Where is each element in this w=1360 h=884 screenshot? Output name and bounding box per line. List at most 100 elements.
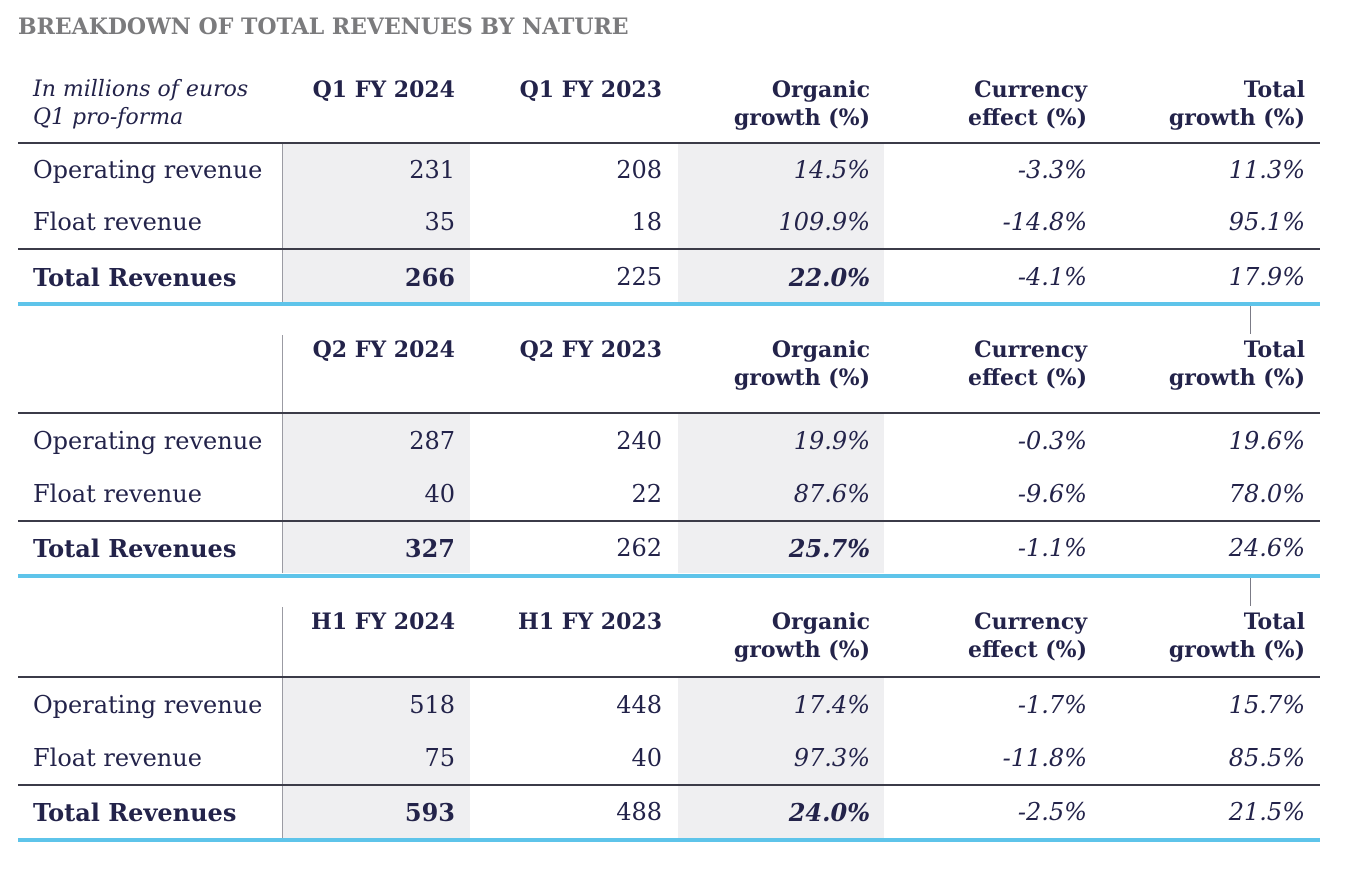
total-header-line2: growth (%) (1168, 637, 1305, 663)
organic-column-shading (678, 677, 884, 839)
column-divider (282, 413, 283, 573)
cell-prior: 22 (631, 480, 662, 508)
section-end-rule (18, 302, 1320, 306)
section-end-rule (18, 574, 1320, 578)
cell-total: 95.1% (1228, 208, 1305, 236)
cell-total: 78.0% (1228, 480, 1305, 508)
cell-prior: 240 (616, 427, 662, 455)
cell-prior: 40 (631, 744, 662, 772)
cell-current: 40 (424, 480, 455, 508)
cell-organic: 24.0% (788, 798, 870, 827)
col-header-organic: Organic growth (%) (734, 608, 870, 664)
cell-organic: 25.7% (788, 534, 870, 563)
cell-organic: 109.9% (778, 208, 870, 236)
organic-header-line2: growth (%) (733, 105, 870, 131)
cell-prior: 18 (631, 208, 662, 236)
organic-header-line1: Organic (771, 609, 870, 635)
row-label-float: Float revenue (33, 208, 202, 236)
cell-current: 327 (404, 534, 455, 563)
organic-header-line1: Organic (771, 77, 870, 103)
currency-header-line2: effect (%) (968, 105, 1087, 131)
cell-organic: 14.5% (793, 156, 870, 184)
cell-total: 85.5% (1228, 744, 1305, 772)
col-header-total: Total growth (%) (1169, 608, 1305, 664)
total-header-line1: Total (1243, 77, 1305, 103)
cell-current: 35 (424, 208, 455, 236)
h1-revenue-table: H1 FY 2024 H1 FY 2023 Organic growth (%)… (18, 607, 1320, 847)
cell-total: 15.7% (1228, 691, 1305, 719)
cell-current: 266 (404, 263, 455, 292)
col-header-total: Total growth (%) (1169, 336, 1305, 392)
column-divider (282, 607, 283, 677)
cell-total: 11.3% (1228, 156, 1305, 184)
currency-header-line2: effect (%) (968, 365, 1087, 391)
cell-currency: -1.1% (1017, 534, 1087, 562)
cell-current: 75 (424, 744, 455, 772)
cell-currency: -3.3% (1017, 156, 1087, 184)
cell-currency: -14.8% (1002, 208, 1087, 236)
total-header-line2: growth (%) (1168, 105, 1305, 131)
col-header-prior: H1 FY 2023 (518, 609, 662, 635)
page-title: BREAKDOWN OF TOTAL REVENUES BY NATURE (18, 14, 629, 40)
cell-total: 17.9% (1228, 263, 1305, 291)
col-header-currency: Currency effect (%) (968, 336, 1087, 392)
currency-header-line2: effect (%) (968, 637, 1087, 663)
column-divider (282, 335, 283, 413)
cell-organic: 17.4% (793, 691, 870, 719)
cell-current: 287 (409, 427, 455, 455)
header-rule (18, 412, 1320, 414)
cell-prior: 208 (616, 156, 662, 184)
subtotal-rule (18, 248, 1320, 250)
header-rule (18, 676, 1320, 678)
cell-currency: -4.1% (1017, 263, 1087, 291)
current-column-shading (282, 677, 470, 839)
subtotal-rule (18, 520, 1320, 522)
currency-header-line1: Currency (974, 337, 1087, 363)
row-label-total: Total Revenues (33, 798, 237, 827)
organic-column-shading (678, 144, 884, 304)
organic-column-shading (678, 413, 884, 573)
subtotal-rule (18, 784, 1320, 786)
cell-prior: 225 (616, 263, 662, 291)
cell-prior: 448 (616, 691, 662, 719)
organic-header-line1: Organic (771, 337, 870, 363)
connector-tick (1250, 578, 1251, 606)
cell-current: 593 (404, 798, 455, 827)
q2-revenue-table: Q2 FY 2024 Q2 FY 2023 Organic growth (%)… (18, 335, 1320, 606)
col-header-current: Q1 FY 2024 (312, 77, 455, 103)
cell-organic: 87.6% (793, 480, 870, 508)
cell-currency: -1.7% (1017, 691, 1087, 719)
currency-header-line1: Currency (974, 609, 1087, 635)
column-divider (282, 144, 283, 304)
connector-tick (1250, 306, 1251, 334)
unit-note-line2: Q1 pro-forma (33, 105, 184, 130)
row-label-total: Total Revenues (33, 263, 237, 292)
row-label-float: Float revenue (33, 744, 202, 772)
unit-note-line1: In millions of euros (33, 77, 249, 102)
row-label-float: Float revenue (33, 480, 202, 508)
total-header-line1: Total (1243, 609, 1305, 635)
col-header-prior: Q1 FY 2023 (519, 77, 662, 103)
total-header-line2: growth (%) (1168, 365, 1305, 391)
cell-currency: -2.5% (1017, 798, 1087, 826)
cell-organic: 97.3% (793, 744, 870, 772)
total-header-line1: Total (1243, 337, 1305, 363)
cell-total: 21.5% (1228, 798, 1305, 826)
organic-header-line2: growth (%) (733, 637, 870, 663)
cell-organic: 19.9% (793, 427, 870, 455)
cell-total: 19.6% (1228, 427, 1305, 455)
header-rule (18, 142, 1320, 144)
col-header-prior: Q2 FY 2023 (519, 337, 662, 363)
cell-currency: -0.3% (1017, 427, 1087, 455)
row-label-operating: Operating revenue (33, 427, 263, 455)
row-label-operating: Operating revenue (33, 691, 263, 719)
col-header-current: H1 FY 2024 (311, 609, 455, 635)
section-end-rule (18, 838, 1320, 842)
col-header-organic: Organic growth (%) (734, 76, 870, 132)
organic-header-line2: growth (%) (733, 365, 870, 391)
col-header-organic: Organic growth (%) (734, 336, 870, 392)
col-header-current: Q2 FY 2024 (312, 337, 455, 363)
cell-organic: 22.0% (788, 263, 870, 292)
col-header-currency: Currency effect (%) (968, 76, 1087, 132)
cell-current: 231 (409, 156, 455, 184)
